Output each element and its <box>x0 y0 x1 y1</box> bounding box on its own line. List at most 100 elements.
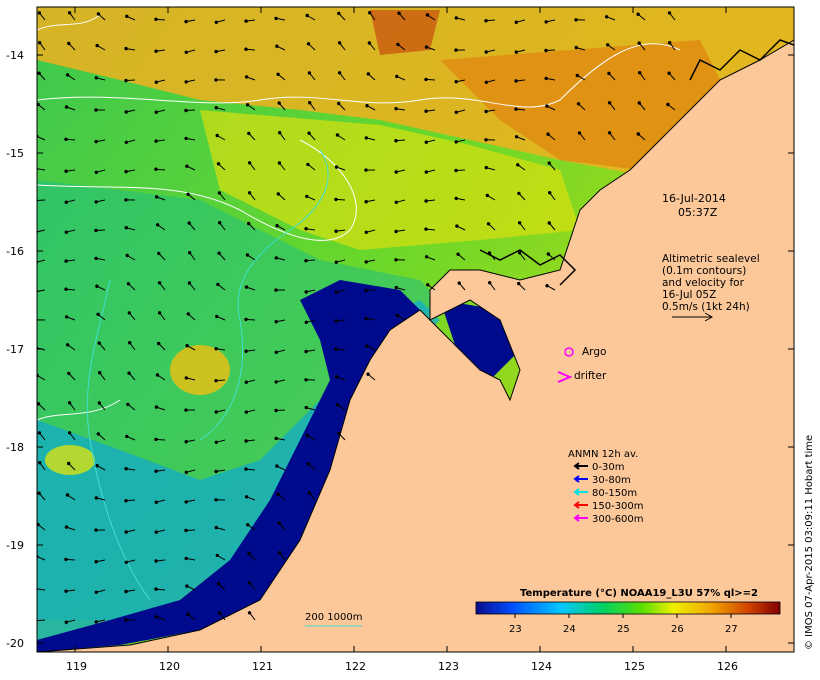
velocity-arrow-head-icon <box>186 312 191 316</box>
velocity-arrow-head-icon <box>394 107 398 111</box>
sealevel-contour-1 <box>37 43 681 108</box>
velocity-arrow-head-icon <box>126 282 131 286</box>
velocity-arrow-head-icon <box>38 41 42 45</box>
velocity-arrow-head-icon <box>276 492 280 496</box>
velocity-arrow-head-icon <box>546 252 550 256</box>
velocity-arrow-head-icon <box>304 259 308 263</box>
velocity-arrow-head-icon <box>218 221 222 225</box>
velocity-arrow-head-icon <box>274 436 278 441</box>
warm-eddy <box>170 345 230 395</box>
velocity-arrow-head-icon <box>95 464 99 468</box>
velocity-arrow-head-icon <box>154 405 159 409</box>
velocity-arrow-head-icon <box>154 587 158 591</box>
velocity-arrow-head-icon <box>304 320 308 324</box>
velocity-arrow-head-icon <box>65 493 70 497</box>
velocity-arrow-head-icon <box>454 196 458 201</box>
velocity-arrow-head-icon <box>364 136 368 140</box>
velocity-arrow-head-icon <box>455 224 459 228</box>
drifter-label: drifter <box>574 370 607 382</box>
velocity-arrow-head-icon <box>544 76 548 81</box>
altimetry-line: (0.1m contours) <box>662 265 746 277</box>
velocity-arrow-head-icon <box>366 372 370 376</box>
velocity-arrow-head-icon <box>184 136 188 141</box>
anmn-legend-item: 0-30m <box>573 462 624 473</box>
lat-label: -17 <box>6 343 24 356</box>
velocity-arrow-head-icon <box>215 553 220 558</box>
velocity-arrow-head-icon <box>247 161 252 165</box>
velocity-arrow-head-icon <box>37 491 41 495</box>
velocity-arrow-head-icon <box>334 229 338 233</box>
velocity-arrow-head-icon <box>214 469 218 474</box>
velocity-arrow-head-icon <box>96 432 101 436</box>
velocity-arrow-head-icon <box>214 379 218 383</box>
velocity-arrow-head-icon <box>185 344 189 348</box>
lat-label: -18 <box>6 441 24 454</box>
velocity-arrow-head-icon <box>247 191 252 195</box>
warm-patch <box>370 10 440 55</box>
velocity-arrow-head-icon <box>488 281 492 285</box>
velocity-arrow-head-icon <box>94 590 99 594</box>
velocity-arrow-head-icon <box>215 314 219 319</box>
velocity-arrow-head-icon <box>514 50 518 54</box>
velocity-arrow-head-icon <box>37 431 42 435</box>
velocity-arrow-head-icon <box>64 259 68 263</box>
velocity-arrow-head-icon <box>245 253 250 257</box>
velocity-arrow-head-icon <box>64 589 68 593</box>
velocity-arrow-head-icon <box>637 101 641 105</box>
velocity-arrow-head-icon <box>548 191 552 195</box>
velocity-arrow-head-icon <box>277 521 281 525</box>
velocity-arrow-head-icon <box>154 559 158 563</box>
velocity-arrow-head-icon <box>607 131 612 135</box>
velocity-arrow-head-icon <box>334 290 338 294</box>
velocity-arrow-head-icon <box>274 256 278 260</box>
velocity-arrow-head-icon <box>334 260 338 264</box>
velocity-arrow-head-icon <box>154 17 158 21</box>
velocity-arrow-head-icon <box>185 584 189 588</box>
anmn-legend-label: 30-80m <box>592 475 631 486</box>
velocity-arrow-head-icon <box>514 20 518 24</box>
velocity-arrow-head-icon <box>217 191 222 195</box>
velocity-arrow-head-icon <box>94 76 99 80</box>
velocity-arrow-head-icon <box>184 50 189 54</box>
anmn-legend-title: ANMN 12h av. <box>568 449 638 460</box>
velocity-arrow-head-icon <box>307 71 312 75</box>
velocity-arrow-head-icon <box>425 13 430 17</box>
velocity-arrow-head-icon <box>668 41 672 45</box>
velocity-arrow-head-icon <box>97 401 102 405</box>
velocity-arrow-head-icon <box>128 341 132 345</box>
altimetry-note: Altimetric sealevel (0.1m contours) and … <box>662 253 760 322</box>
velocity-arrow-head-icon <box>154 110 159 114</box>
velocity-arrow-head-icon <box>365 104 369 108</box>
velocity-arrow-head-icon <box>184 556 188 561</box>
colorbar: Temperature (°C) NOAA19_L3U 57% ql>=2 23… <box>475 588 781 635</box>
colorbar-tick: 23 <box>509 624 522 635</box>
velocity-arrow-head-icon <box>214 410 218 414</box>
velocity-arrow-head-icon <box>424 227 428 231</box>
anmn-legend-label: 0-30m <box>592 462 624 473</box>
velocity-arrow-head-icon <box>184 80 188 84</box>
velocity-arrow-head-icon <box>124 560 129 564</box>
velocity-arrow-head-icon <box>184 470 189 474</box>
velocity-arrow-head-icon <box>37 71 41 75</box>
velocity-arrow-head-icon <box>274 350 278 354</box>
velocity-arrow-head-icon <box>484 50 488 54</box>
velocity-arrow-head-icon <box>274 288 278 292</box>
velocity-arrow-head-icon <box>424 45 429 49</box>
velocity-arrow-head-icon <box>516 163 520 167</box>
velocity-arrow-head-icon <box>394 139 398 143</box>
velocity-arrow-head-icon <box>184 440 188 444</box>
velocity-arrow-head-icon <box>64 620 69 624</box>
drifter-icon <box>557 371 573 383</box>
velocity-arrow-head-icon <box>215 133 219 138</box>
velocity-arrow-head-icon <box>334 347 338 351</box>
velocity-arrow-head-icon <box>124 530 128 534</box>
velocity-arrow-head-icon <box>38 461 42 465</box>
velocity-arrow-head-icon <box>124 46 128 51</box>
lat-label: -20 <box>6 637 24 650</box>
velocity-arrow-head-icon <box>124 226 129 230</box>
velocity-arrow-head-icon <box>94 496 99 500</box>
velocity-arrow-head-icon <box>184 108 188 113</box>
velocity-arrow-head-icon <box>306 42 311 46</box>
velocity-arrow-head-icon <box>334 375 339 379</box>
velocity-arrow-head-icon <box>184 376 189 380</box>
